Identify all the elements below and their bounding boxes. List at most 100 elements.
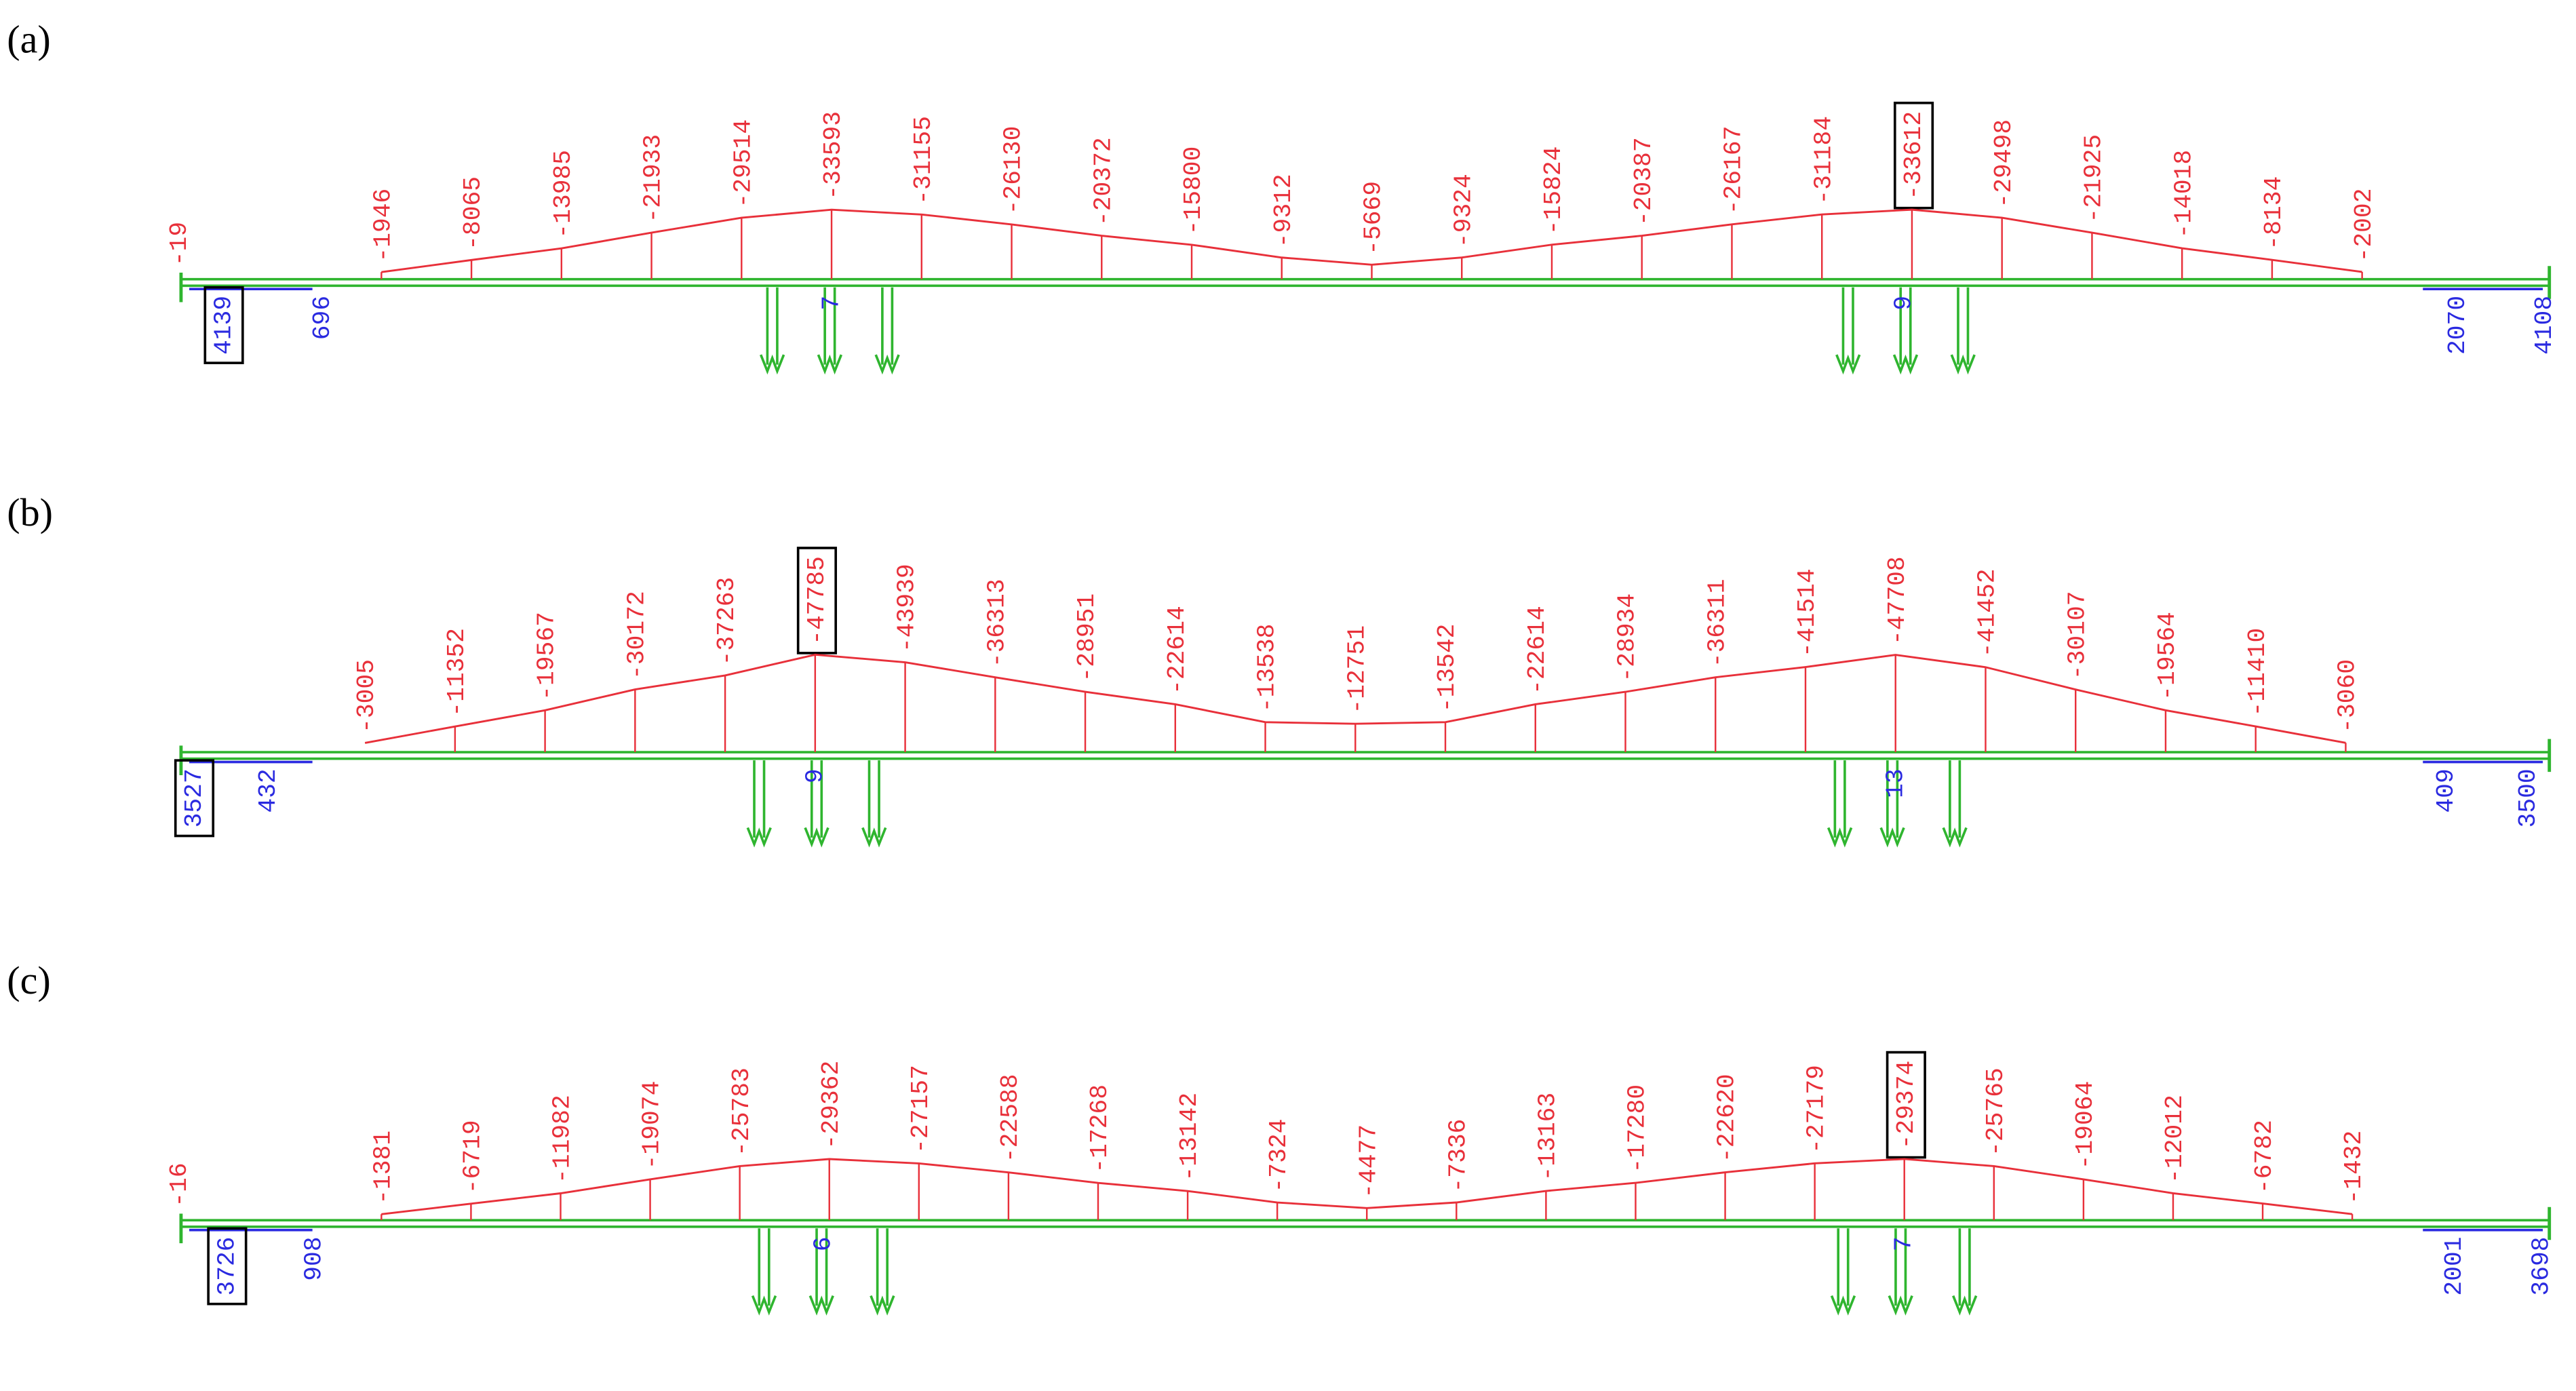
support	[1827, 827, 1853, 848]
support	[1888, 1295, 1913, 1316]
support	[1942, 827, 1968, 848]
moment-label: -13142	[1175, 1093, 1203, 1181]
moment-label: -22588	[996, 1074, 1024, 1162]
moment-label: -11982	[549, 1095, 577, 1183]
moment-label: -29514	[729, 119, 757, 208]
moment-label: -8065	[459, 176, 487, 250]
reaction-label: 3698	[2527, 1236, 2555, 1295]
moment-label: -41514	[1793, 568, 1821, 657]
moment-label: -19564	[2153, 612, 2181, 701]
reaction-label: 3527	[180, 768, 208, 827]
moment-label: -20372	[1089, 137, 1117, 226]
panel-label: (a)	[7, 17, 51, 61]
moment-label: -22614	[1523, 606, 1551, 694]
moment-label: -30172	[623, 591, 650, 680]
moment-label: -29362	[817, 1061, 845, 1150]
moment-label: -6782	[2250, 1120, 2278, 1194]
moment-label: -30107	[2063, 591, 2091, 680]
moment-label: -15800	[1179, 146, 1207, 235]
moment-label: -8134	[2260, 176, 2288, 250]
moment-label: -7336	[1444, 1119, 1472, 1193]
moment-label: -19074	[638, 1081, 666, 1170]
support	[760, 354, 785, 375]
moment-label: -12751	[1343, 625, 1371, 714]
highlight-box	[174, 759, 215, 838]
moment-label: -33612	[1900, 111, 1928, 200]
moment-label: -5669	[1360, 181, 1388, 255]
reaction-label: 7	[1890, 1236, 1918, 1251]
reaction-label: 696	[309, 296, 336, 340]
moment-label: -11352	[443, 628, 471, 717]
moment-label: -25783	[728, 1067, 756, 1156]
moment-label: -6719	[459, 1120, 487, 1194]
moment-label: -21925	[2080, 134, 2108, 223]
reaction-label: 9	[801, 768, 829, 783]
moment-label: -37263	[713, 577, 741, 666]
reaction-label: 2001	[2440, 1236, 2468, 1295]
moment-label: -26130	[1000, 126, 1028, 215]
moment-label: -12012	[2161, 1095, 2189, 1183]
moment-label: -33593	[819, 111, 847, 200]
moment-label: -47785	[803, 556, 831, 645]
reaction-label: 432	[254, 768, 282, 812]
moment-label: -13985	[549, 150, 577, 239]
moment-label: -19567	[533, 612, 561, 701]
support	[1892, 354, 1919, 375]
support	[804, 827, 830, 848]
highlight-box	[207, 1227, 248, 1306]
moment-label: -36313	[983, 579, 1011, 667]
moment-label: -29498	[1990, 119, 2018, 208]
moment-label: -16	[165, 1162, 193, 1207]
moment-label: -9324	[1449, 174, 1477, 248]
reaction-label: 4108	[2531, 296, 2558, 355]
reaction-label: 7	[818, 296, 846, 311]
moment-curve	[381, 1158, 2353, 1215]
panel-label: (c)	[7, 958, 51, 1002]
support	[746, 827, 772, 848]
moment-label: -15824	[1540, 146, 1567, 235]
reaction-label: 409	[2432, 768, 2460, 812]
moment-label: -27157	[907, 1065, 935, 1154]
moment-label: -20387	[1630, 137, 1658, 226]
moment-label: -17280	[1624, 1084, 1652, 1173]
highlight-box	[796, 547, 838, 654]
reaction-label: 6	[809, 1236, 837, 1251]
moment-label: -11410	[2244, 628, 2271, 717]
moment-label: -22614	[1163, 606, 1191, 694]
highlight-box	[1893, 101, 1934, 210]
support	[874, 354, 900, 375]
support	[1830, 1295, 1856, 1316]
reaction-label: 3500	[2514, 768, 2542, 827]
moment-label: -27179	[1803, 1065, 1831, 1154]
moment-label: -13538	[1253, 624, 1281, 713]
moment-label: -4477	[1354, 1124, 1382, 1198]
moment-label: -43939	[893, 564, 921, 652]
reaction-label: 2070	[2444, 296, 2472, 355]
moment-label: -17268	[1086, 1084, 1114, 1173]
moment-label: -21933	[640, 134, 667, 223]
moment-label: -13163	[1534, 1093, 1562, 1181]
moment-label: -31155	[910, 116, 937, 205]
moment-label: -7324	[1265, 1119, 1293, 1193]
moment-label: -1946	[369, 189, 397, 262]
moment-label: -9312	[1270, 174, 1297, 248]
moment-label: -1432	[2340, 1131, 2368, 1204]
moment-label: -36311	[1703, 579, 1731, 667]
reaction-label: 4139	[210, 296, 238, 355]
panel-label: (b)	[7, 490, 53, 534]
moment-label: -28934	[1614, 593, 1641, 682]
moment-label: -28951	[1073, 593, 1101, 682]
support	[1835, 354, 1861, 375]
support	[861, 827, 887, 848]
moment-curve	[381, 208, 2362, 273]
reaction-label: 908	[300, 1236, 328, 1280]
moment-label: -2002	[2350, 188, 2378, 262]
highlight-box	[203, 286, 244, 364]
moment-label: -3060	[2334, 659, 2362, 733]
support	[751, 1295, 777, 1316]
moment-label: -29374	[1892, 1061, 1920, 1150]
moment-label: -22620	[1713, 1074, 1741, 1162]
moment-label: -47708	[1884, 556, 1911, 645]
reaction-label: 9	[1890, 296, 1918, 311]
moment-label: -14018	[2170, 150, 2198, 239]
